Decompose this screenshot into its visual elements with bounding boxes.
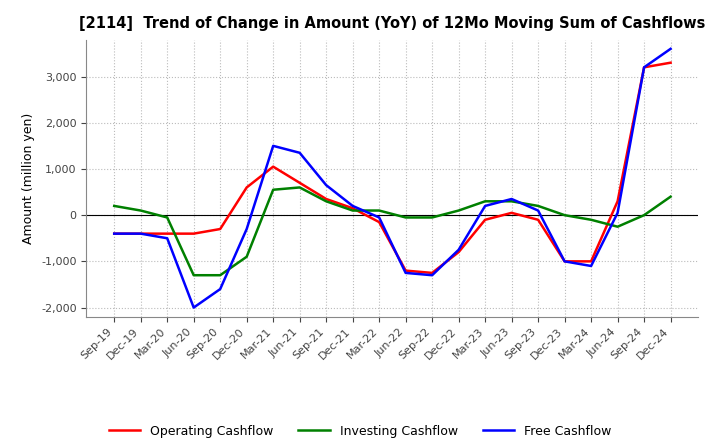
Line: Operating Cashflow: Operating Cashflow [114,62,670,273]
Operating Cashflow [401,268,410,273]
Free Cashflow [216,286,225,292]
Free Cashflow [428,272,436,278]
Free Cashflow [534,208,542,213]
Investing Cashflow [560,213,569,218]
Operating Cashflow [666,60,675,65]
Free Cashflow [243,226,251,231]
Operating Cashflow [454,249,463,255]
Operating Cashflow [560,259,569,264]
Operating Cashflow [295,180,304,185]
Line: Investing Cashflow: Investing Cashflow [114,187,670,275]
Free Cashflow [136,231,145,236]
Free Cashflow [401,270,410,275]
Free Cashflow [587,263,595,268]
Investing Cashflow [454,208,463,213]
Operating Cashflow [640,65,649,70]
Investing Cashflow [189,272,198,278]
Investing Cashflow [322,198,330,204]
Free Cashflow [454,247,463,253]
Investing Cashflow [163,215,171,220]
Free Cashflow [640,65,649,70]
Free Cashflow [481,203,490,209]
Investing Cashflow [428,215,436,220]
Free Cashflow [189,305,198,310]
Free Cashflow [666,46,675,51]
Free Cashflow [163,235,171,241]
Investing Cashflow [401,215,410,220]
Investing Cashflow [508,198,516,204]
Free Cashflow [560,259,569,264]
Investing Cashflow [534,203,542,209]
Operating Cashflow [613,198,622,204]
Investing Cashflow [136,208,145,213]
Free Cashflow [613,210,622,216]
Free Cashflow [269,143,277,148]
Operating Cashflow [587,259,595,264]
Investing Cashflow [666,194,675,199]
Free Cashflow [508,196,516,202]
Operating Cashflow [243,185,251,190]
Operating Cashflow [136,231,145,236]
Operating Cashflow [534,217,542,222]
Line: Free Cashflow: Free Cashflow [114,49,670,308]
Free Cashflow [348,203,357,209]
Operating Cashflow [348,205,357,211]
Free Cashflow [110,231,119,236]
Operating Cashflow [428,270,436,275]
Operating Cashflow [375,220,384,225]
Investing Cashflow [587,217,595,222]
Investing Cashflow [348,208,357,213]
Legend: Operating Cashflow, Investing Cashflow, Free Cashflow: Operating Cashflow, Investing Cashflow, … [104,420,616,440]
Operating Cashflow [163,231,171,236]
Y-axis label: Amount (million yen): Amount (million yen) [22,113,35,244]
Free Cashflow [322,183,330,188]
Free Cashflow [375,215,384,220]
Operating Cashflow [110,231,119,236]
Operating Cashflow [216,226,225,231]
Operating Cashflow [508,210,516,216]
Investing Cashflow [295,185,304,190]
Title: [2114]  Trend of Change in Amount (YoY) of 12Mo Moving Sum of Cashflows: [2114] Trend of Change in Amount (YoY) o… [79,16,706,32]
Investing Cashflow [110,203,119,209]
Investing Cashflow [613,224,622,229]
Investing Cashflow [640,213,649,218]
Free Cashflow [295,150,304,155]
Operating Cashflow [189,231,198,236]
Investing Cashflow [375,208,384,213]
Investing Cashflow [243,254,251,259]
Investing Cashflow [269,187,277,192]
Operating Cashflow [481,217,490,222]
Investing Cashflow [481,198,490,204]
Operating Cashflow [269,164,277,169]
Investing Cashflow [216,272,225,278]
Operating Cashflow [322,196,330,202]
